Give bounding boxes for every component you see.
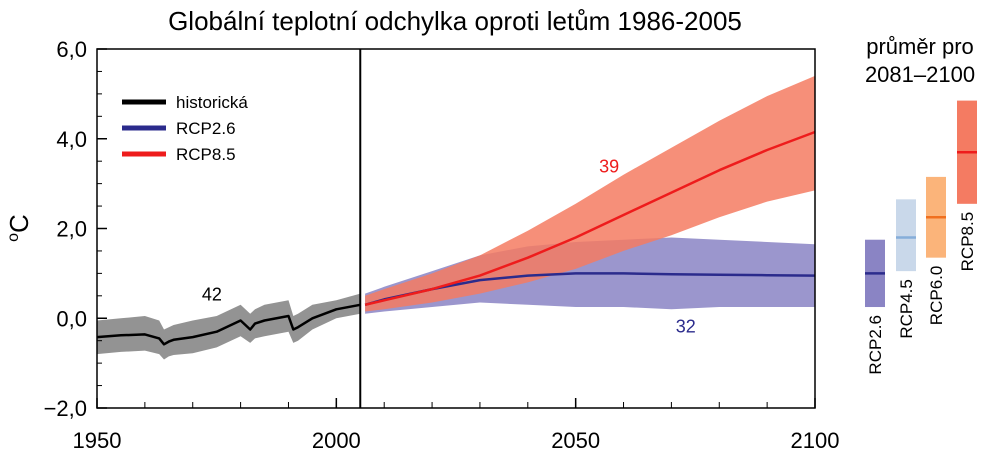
y-tick-label: 2,0 <box>56 217 87 242</box>
side-bar-label-rcp4-5: RCP4.5 <box>897 279 916 339</box>
side-bar-label-rcp6-0: RCP6.0 <box>927 266 946 326</box>
series-annotations: 42 32 39 <box>202 156 696 336</box>
series-lines <box>96 130 816 346</box>
x-axis: 1950 2000 2050 2100 <box>73 398 840 453</box>
legend-label-rcp2-6: RCP2.6 <box>176 119 236 138</box>
y-tick-label: −2,0 <box>44 396 87 421</box>
x-tick-label: 1950 <box>73 428 122 453</box>
plot-area: 1950 2000 2050 2100 −2,0 0,0 2,0 4,0 6,0 42 32 39 <box>44 37 840 453</box>
y-axis-label-unit: C <box>4 214 34 233</box>
annotation-rcp2-6: 32 <box>676 317 696 337</box>
side-panel-bars: RCP2.6 RCP4.5 RCP6.0 RCP8.5 <box>865 100 977 375</box>
side-panel-title-line1: průměr pro <box>866 34 974 59</box>
y-axis-label: oC <box>4 214 34 242</box>
annotation-rcp8-5: 39 <box>599 156 619 176</box>
y-tick-label: 0,0 <box>56 306 87 331</box>
side-bar-rcp4-5 <box>896 199 916 272</box>
legend: historická RCP2.6 RCP8.5 <box>122 93 248 164</box>
x-tick-label: 2000 <box>312 428 361 453</box>
x-tick-label: 2100 <box>791 428 840 453</box>
legend-label-historick: historická <box>176 93 248 112</box>
line-rcp8-5 <box>364 130 816 307</box>
side-bar-label-rcp8-5: RCP8.5 <box>958 212 977 272</box>
side-panel-title-line2: 2081–2100 <box>865 62 975 87</box>
line-historick <box>96 303 361 346</box>
legend-label-rcp8-5: RCP8.5 <box>176 145 236 164</box>
y-tick-label: 6,0 <box>56 37 87 62</box>
side-bar-label-rcp2-6: RCP2.6 <box>866 315 885 375</box>
x-tick-label: 2050 <box>551 428 600 453</box>
band-rcp8-5 <box>365 75 815 312</box>
chart-title: Globální teplotní odchylka oproti letům … <box>168 6 742 36</box>
annotation-historick: 42 <box>202 284 222 304</box>
y-tick-label: 4,0 <box>56 127 87 152</box>
y-axis-label-degree: o <box>5 233 22 242</box>
y-axis: −2,0 0,0 2,0 4,0 6,0 <box>44 37 107 421</box>
